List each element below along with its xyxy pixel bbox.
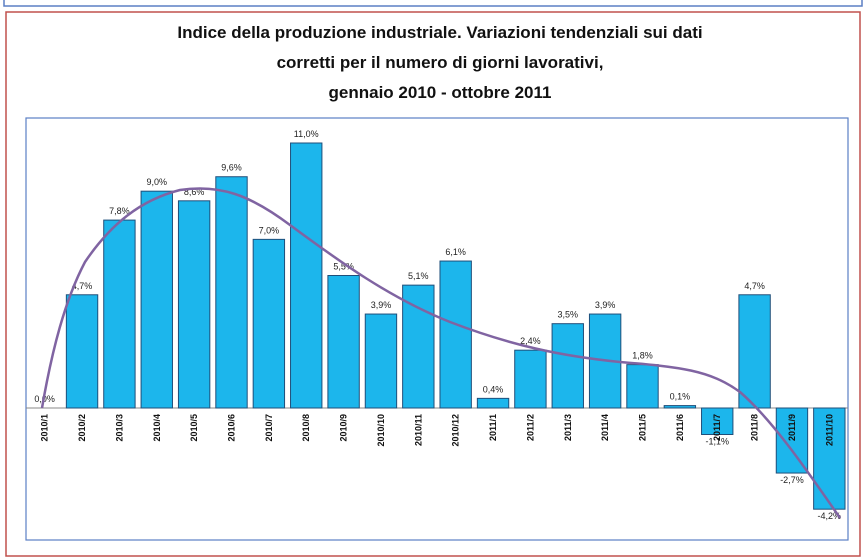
bar bbox=[215, 176, 248, 409]
chart-subtitle: corretti per il numero di giorni lavorat… bbox=[277, 53, 604, 72]
bar bbox=[252, 238, 286, 409]
x-tick-label: 2010/6 bbox=[227, 414, 237, 442]
x-tick-label: 2011/9 bbox=[787, 414, 797, 441]
value-label: 7,8% bbox=[109, 206, 130, 216]
x-tick-label: 2010/7 bbox=[264, 414, 274, 442]
x-tick-label: 2010/3 bbox=[114, 414, 124, 442]
bar bbox=[813, 407, 846, 510]
bar bbox=[663, 405, 697, 409]
value-label: 3,9% bbox=[371, 300, 392, 310]
chart-title: Indice della produzione industriale. Var… bbox=[177, 23, 702, 42]
x-tick-label: 2010/10 bbox=[376, 414, 386, 447]
value-label: -4,2% bbox=[818, 511, 842, 521]
bar bbox=[290, 142, 323, 409]
bar bbox=[103, 219, 136, 409]
x-tick-label: 2011/5 bbox=[638, 414, 648, 441]
value-label: 5,5% bbox=[333, 262, 354, 272]
x-tick-label: 2010/8 bbox=[301, 414, 311, 442]
trend-line bbox=[40, 187, 842, 519]
chart-period: gennaio 2010 - ottobre 2011 bbox=[329, 83, 552, 102]
value-label: 4,7% bbox=[744, 281, 765, 291]
value-label: 6,1% bbox=[445, 247, 466, 257]
x-tick-label: 2010/12 bbox=[451, 414, 461, 447]
x-tick-label: 2010/9 bbox=[339, 414, 349, 442]
value-label: 0,1% bbox=[670, 392, 691, 402]
bar bbox=[626, 364, 659, 409]
bar bbox=[402, 284, 435, 409]
value-label: 0,4% bbox=[483, 384, 504, 394]
value-label: 11,0% bbox=[294, 129, 319, 139]
x-tick-label: 2011/3 bbox=[563, 414, 573, 441]
x-tick-label: 2010/2 bbox=[77, 414, 87, 442]
value-label: 2,4% bbox=[520, 336, 541, 346]
x-tick-label: 2011/8 bbox=[750, 414, 760, 441]
x-tick-label: 2010/1 bbox=[40, 414, 50, 442]
bar bbox=[551, 323, 584, 409]
x-tick-label: 2010/5 bbox=[189, 414, 199, 442]
bar bbox=[65, 294, 99, 409]
value-label: 9,0% bbox=[147, 177, 168, 187]
value-label: 1,8% bbox=[632, 351, 653, 361]
value-label: -2,7% bbox=[780, 475, 804, 485]
x-tick-label: 2011/1 bbox=[488, 414, 498, 441]
top-frame bbox=[3, 0, 863, 7]
x-tick-label: 2011/2 bbox=[525, 414, 535, 441]
x-tick-label: 2010/11 bbox=[413, 414, 423, 446]
bar bbox=[364, 313, 398, 409]
value-label: 5,1% bbox=[408, 271, 429, 281]
bar bbox=[439, 260, 472, 409]
x-tick-label: 2011/7 bbox=[712, 414, 722, 441]
value-label: -1,1% bbox=[705, 437, 729, 447]
bar bbox=[327, 275, 360, 409]
bar bbox=[514, 349, 547, 409]
value-label: 8,6% bbox=[184, 187, 205, 197]
bar bbox=[476, 397, 510, 409]
x-tick-label: 2011/4 bbox=[600, 414, 610, 441]
x-tick-label: 2011/6 bbox=[675, 414, 685, 441]
value-label: 4,7% bbox=[72, 281, 93, 291]
x-tick-label: 2011/10 bbox=[824, 414, 834, 446]
value-label: 3,5% bbox=[558, 310, 579, 320]
value-label: 3,9% bbox=[595, 300, 616, 310]
bar bbox=[701, 407, 734, 435]
bar bbox=[177, 200, 211, 409]
x-tick-label: 2010/4 bbox=[152, 414, 162, 442]
value-label: 7,0% bbox=[259, 225, 280, 235]
bar bbox=[738, 294, 771, 409]
bar bbox=[775, 407, 809, 474]
value-label: 9,6% bbox=[221, 163, 242, 173]
bar bbox=[140, 190, 173, 409]
